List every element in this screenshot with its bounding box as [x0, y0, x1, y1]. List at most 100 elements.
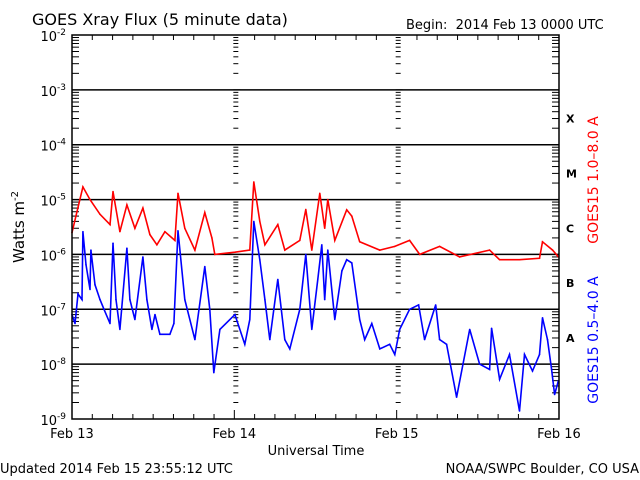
data-point [323, 298, 326, 301]
data-point [363, 338, 366, 341]
data-point [299, 239, 301, 242]
data-point [90, 249, 92, 251]
data-point [341, 270, 343, 272]
data-point [244, 343, 246, 346]
y-tick-label: 10-3 [40, 83, 66, 100]
flare-class-label-c: C [566, 222, 574, 235]
data-point [321, 243, 323, 246]
data-point [523, 353, 526, 356]
x-tick-label: Feb 16 [537, 427, 581, 442]
series-line-short [71, 221, 560, 412]
flare-class-label-a: A [566, 332, 575, 345]
data-point [248, 318, 251, 321]
data-point [213, 371, 215, 374]
data-point [109, 322, 111, 325]
data-point [284, 249, 286, 251]
data-point [112, 242, 114, 245]
data-point [177, 229, 179, 232]
data-point [119, 230, 121, 233]
data-point [234, 251, 236, 253]
data-point [393, 245, 396, 248]
data-point [551, 249, 554, 251]
x-tick-label: Feb 14 [212, 427, 256, 442]
data-point [490, 327, 493, 330]
chart-title: GOES Xray Flux (5 minute data) [32, 10, 288, 29]
data-point [438, 245, 441, 248]
data-point [103, 308, 105, 311]
data-point [154, 313, 156, 316]
data-point [288, 348, 291, 350]
data-point [208, 308, 211, 311]
begin-label: Begin: 2014 Feb 13 0000 UTC [406, 18, 604, 33]
data-point [305, 208, 307, 211]
data-point [184, 227, 186, 230]
data-point [541, 240, 544, 243]
data-point [445, 343, 448, 346]
data-point [203, 265, 206, 268]
data-point [99, 298, 101, 301]
data-point [214, 253, 216, 256]
data-point [173, 322, 175, 325]
data-point [417, 304, 420, 306]
data-point [550, 368, 553, 371]
data-point [345, 258, 348, 261]
data-point [378, 249, 381, 251]
data-point [89, 198, 91, 201]
data-point [553, 393, 556, 396]
y-axis-label: Watts m-2 [10, 191, 28, 263]
data-point [151, 328, 153, 331]
data-point [234, 313, 236, 316]
data-point [126, 204, 128, 206]
data-point [174, 239, 176, 242]
data-point [164, 230, 166, 233]
data-point [134, 227, 136, 230]
data-point [398, 328, 401, 331]
data-point [81, 298, 83, 301]
data-point [248, 249, 251, 251]
data-point [323, 227, 326, 230]
data-point [134, 318, 136, 321]
data-point [82, 186, 84, 188]
data-point [508, 353, 511, 356]
data-point [518, 410, 521, 412]
data-point [159, 333, 161, 336]
data-point [115, 298, 117, 301]
data-point [418, 253, 421, 256]
data-point [264, 243, 266, 246]
data-point [184, 298, 186, 301]
data-point [194, 338, 196, 341]
data-point [318, 192, 321, 195]
data-point [388, 343, 391, 346]
data-point [253, 181, 255, 183]
data-point [77, 293, 79, 295]
data-point [85, 263, 87, 266]
data-point [350, 262, 353, 264]
data-point [538, 257, 541, 260]
data-point [478, 363, 481, 365]
data-point [112, 190, 114, 193]
y-tick-label: 10-5 [40, 193, 66, 210]
data-point [264, 298, 266, 301]
series-line-long [71, 181, 560, 261]
data-point [458, 256, 461, 258]
data-point [149, 233, 151, 236]
data-point [358, 240, 361, 243]
data-point [434, 304, 437, 306]
legend-long: GOES15 1.0–8.0 A [586, 116, 602, 244]
data-point [277, 278, 279, 281]
data-point [310, 249, 313, 251]
y-tick-label: 10-8 [40, 357, 66, 374]
data-point [333, 239, 336, 242]
data-point [277, 223, 279, 226]
y-tick-label: 10-6 [40, 247, 66, 264]
data-point [305, 253, 307, 256]
data-point [219, 328, 221, 331]
data-point [518, 258, 521, 261]
data-point [358, 318, 361, 321]
footer-updated: Updated 2014 Feb 15 23:55:12 UTC [0, 462, 233, 477]
data-point [498, 378, 501, 381]
data-point [259, 220, 261, 223]
data-point [326, 249, 329, 251]
data-point [326, 198, 329, 201]
data-point [177, 192, 179, 195]
